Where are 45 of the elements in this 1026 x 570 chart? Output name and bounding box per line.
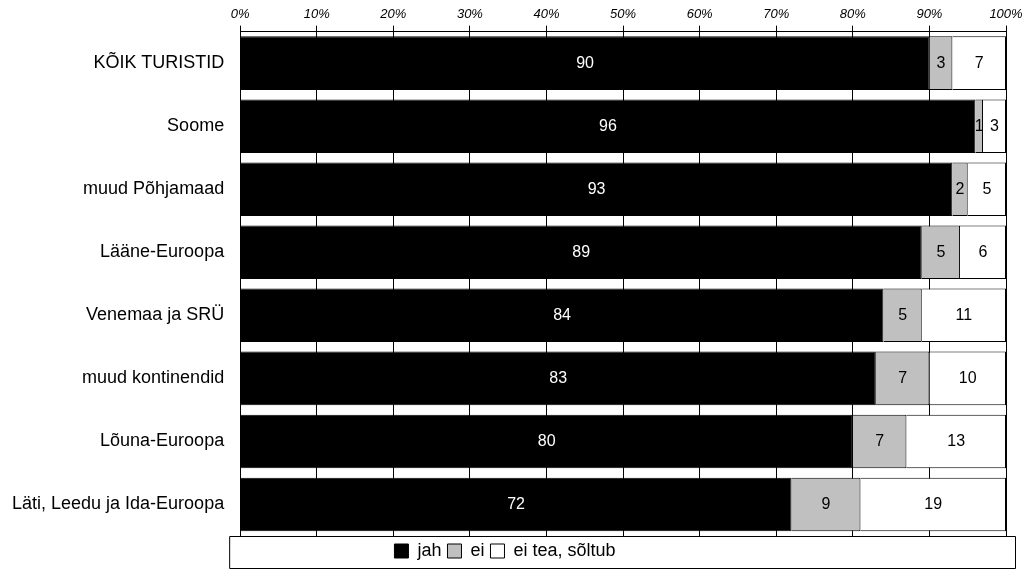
data-label: 93 [587,179,606,197]
x-tick-label: 80% [839,6,866,22]
data-label: 5 [936,242,946,260]
data-label: 80 [537,431,556,449]
y-tick-label: Soome [167,115,225,136]
y-tick-label: Läti, Leedu ja Ida-Euroopa [11,493,226,514]
data-label: 6 [978,242,988,260]
legend-label: ei [470,539,485,560]
data-label: 89 [572,242,591,260]
x-tick-label: 10% [303,6,330,22]
y-tick-label: muud Põhjamaad [83,178,225,199]
y-tick-label: Lõuna-Euroopa [100,430,226,451]
data-label: 7 [875,431,885,449]
data-label: 3 [936,53,946,71]
y-tick-label: KÕIK TURISTID [93,51,225,73]
data-label: 72 [507,494,526,512]
x-tick-label: 0% [230,6,250,22]
data-label: 10 [958,368,977,386]
x-tick-label: 40% [533,6,560,22]
data-label: 90 [576,53,595,71]
y-tick-label: Lääne-Euroopa [100,241,226,262]
x-tick-label: 50% [610,6,637,22]
legend-label: jah [416,539,442,560]
data-label: 2 [955,179,965,197]
data-label: 5 [898,305,908,323]
data-label: 13 [947,431,966,449]
data-label: 9 [821,494,831,512]
data-label: 84 [553,305,572,323]
x-tick-label: 20% [379,6,407,22]
data-label: 96 [599,116,618,134]
data-label: 83 [549,368,568,386]
y-tick-label: Venemaa ja SRÜ [86,304,225,325]
data-label: 11 [955,305,973,323]
x-tick-label: 30% [456,6,483,22]
y-tick-label: muud kontinendid [82,367,225,388]
data-label: 7 [898,368,908,386]
data-label: 5 [982,179,992,197]
x-tick-label: 90% [916,6,943,22]
data-label: 7 [974,53,984,71]
data-label: 19 [924,494,943,512]
x-tick-label: 100% [989,6,1023,22]
data-label: 3 [990,116,1000,134]
x-tick-label: 70% [763,6,790,22]
x-tick-label: 60% [686,6,713,22]
legend-label: ei tea, sõltub [513,539,616,560]
